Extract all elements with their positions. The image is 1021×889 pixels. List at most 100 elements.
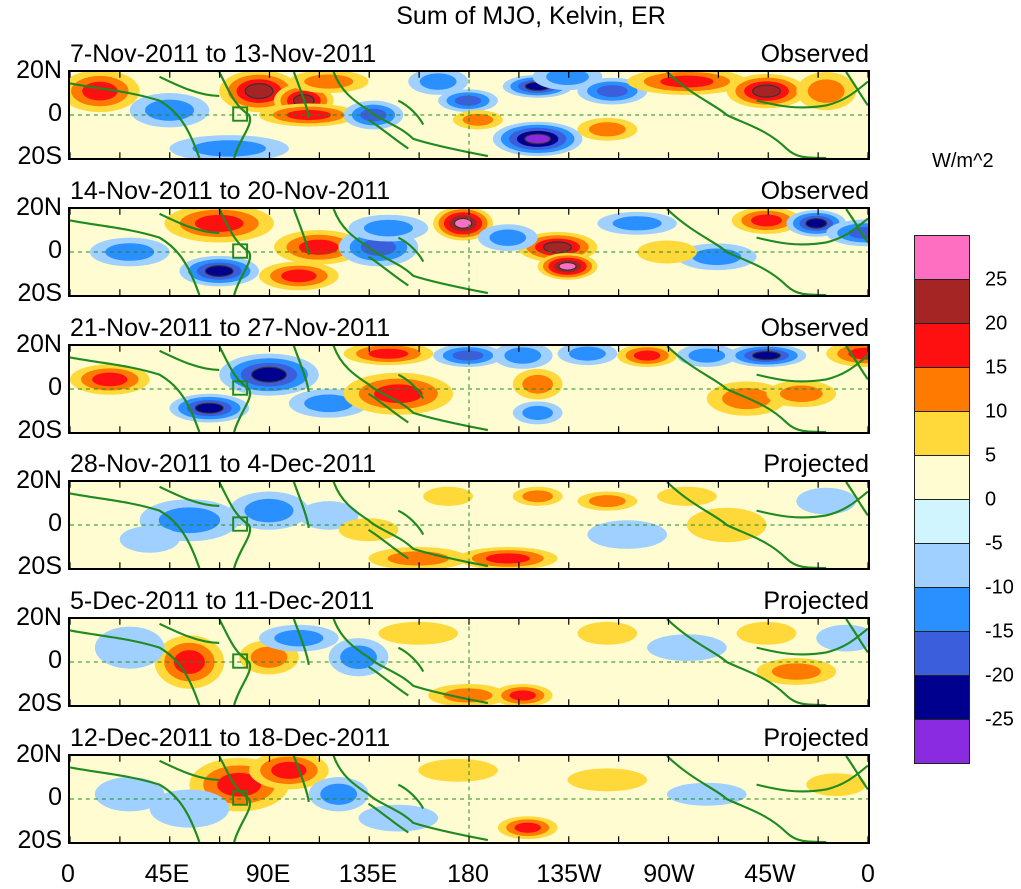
anomaly-contour [588, 122, 626, 137]
anomaly-contour [657, 486, 717, 506]
colorbar-label: 5 [985, 444, 997, 467]
map-plot-area [68, 617, 870, 707]
anomaly-contour [637, 240, 697, 264]
anomaly-contour [423, 486, 473, 506]
panel-period: 12-Dec-2011 to 18-Dec-2011 [70, 724, 391, 752]
anomaly-contour [462, 113, 494, 126]
y-tick-label: 0 [48, 646, 62, 674]
colorbar-label: -5 [985, 532, 1003, 555]
map-svg [70, 346, 868, 432]
anomaly-contour [340, 645, 377, 669]
colorbar-swatch [914, 631, 970, 676]
anomaly-contour [752, 350, 781, 361]
anomaly-contour [119, 525, 180, 553]
map-plot-area [68, 207, 870, 297]
index-region-box [232, 380, 249, 396]
colorbar-swatch [914, 587, 970, 632]
colorbar-swatch [914, 323, 970, 368]
anomaly-contour [244, 83, 274, 100]
y-tick-label: 20N [16, 740, 62, 768]
anomaly-contour [419, 73, 457, 90]
panel-status: Projected [763, 587, 869, 615]
anomaly-contour [281, 269, 317, 283]
anomaly-contour [192, 140, 266, 157]
anomaly-contour [338, 518, 399, 542]
panel-status: Observed [760, 40, 869, 68]
map-svg [70, 482, 868, 568]
index-region-box [232, 516, 249, 532]
anomaly-contour [522, 374, 553, 394]
y-tick-label: 20S [17, 689, 62, 717]
anomaly-contour [250, 646, 288, 668]
y-tick-label: 20N [16, 466, 62, 494]
anomaly-contour [647, 634, 727, 662]
anomaly-contour [779, 385, 823, 402]
panel-status: Observed [760, 314, 869, 342]
anomaly-contour [587, 520, 668, 549]
anomaly-contour [194, 214, 244, 232]
y-tick-label: 0 [48, 99, 62, 127]
x-tick-label: 45E [144, 860, 190, 888]
colorbar-label: 20 [985, 312, 1008, 335]
map-plot-area [68, 70, 870, 160]
anomaly-contour [805, 218, 828, 229]
y-tick-label: 0 [48, 783, 62, 811]
map-plot-area [68, 754, 870, 844]
anomaly-contour [522, 405, 553, 420]
panel-status: Projected [763, 724, 869, 752]
map-panel: 5-Dec-2011 to 11-Dec-2011 Projected 20N 0 20… [0, 547, 880, 717]
anomaly-contour [558, 261, 577, 271]
anomaly-contour [543, 241, 572, 254]
colorbar-label: -15 [985, 620, 1014, 643]
colorbar-swatch [914, 411, 970, 456]
anomaly-contour [453, 217, 473, 229]
x-tick-label: 90E [245, 860, 291, 888]
anomaly-contour [298, 501, 359, 530]
x-tick-label: 135E [338, 860, 398, 888]
colorbar-label: 0 [985, 488, 997, 511]
colorbar-swatch [914, 499, 970, 544]
colorbar-unit: W/m^2 [932, 150, 994, 172]
index-region-box [232, 790, 249, 806]
anomaly-contour [567, 768, 648, 792]
anomaly-contour [217, 772, 262, 797]
anomaly-contour [612, 216, 662, 231]
map-panel: 21-Nov-2011 to 27-Nov-2011 Observed 20N 0 20… [0, 274, 880, 444]
anomaly-contour [145, 99, 194, 121]
anomaly-contour [688, 348, 726, 363]
anomaly-contour [750, 214, 783, 227]
x-tick-label: 135W [536, 860, 602, 888]
y-tick-label: 20N [16, 330, 62, 358]
anomaly-contour [692, 248, 742, 265]
anomaly-contour [418, 758, 498, 782]
panel-period: 7-Nov-2011 to 13-Nov-2011 [70, 40, 377, 68]
anomaly-contour [105, 243, 155, 261]
y-tick-label: 20S [17, 416, 62, 444]
x-tick-label: 90W [643, 860, 695, 888]
anomaly-contour [374, 384, 423, 404]
anomaly-contour [596, 85, 628, 98]
anomaly-contour [274, 629, 324, 647]
anomaly-contour [807, 79, 845, 103]
x-tick-label: 45W [744, 860, 796, 888]
panel-period: 21-Nov-2011 to 27-Nov-2011 [70, 314, 391, 342]
panel-status: Projected [763, 450, 869, 478]
anomaly-contour [360, 238, 397, 256]
anomaly-contour [320, 783, 358, 805]
anomaly-contour [806, 773, 867, 797]
y-tick-label: 20S [17, 279, 62, 307]
anomaly-contour [568, 346, 606, 361]
x-tick-label: 180 [447, 860, 489, 888]
anomaly-contour [504, 347, 542, 364]
map-panel: 7-Nov-2011 to 13-Nov-2011 Observed 20N 0 20S [0, 0, 880, 170]
anomaly-contour [454, 95, 482, 106]
y-tick-label: 0 [48, 373, 62, 401]
y-tick-label: 20N [16, 193, 62, 221]
anomaly-contour [489, 229, 527, 246]
anomaly-contour [796, 487, 857, 515]
panel-period: 5-Dec-2011 to 11-Dec-2011 [70, 587, 375, 615]
anomaly-contour [194, 402, 224, 414]
anomaly-contour [485, 553, 530, 564]
y-tick-label: 20S [17, 552, 62, 580]
index-region-box [232, 653, 249, 669]
